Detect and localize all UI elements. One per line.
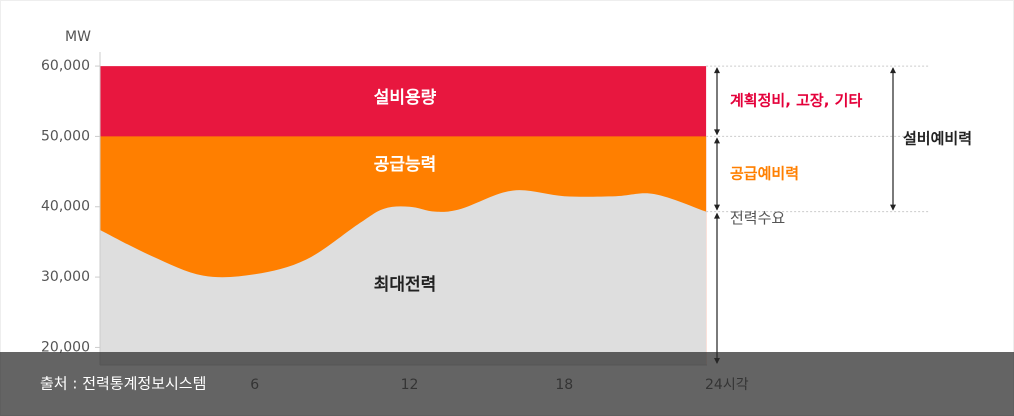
y-unit: MW [65,29,91,45]
caption-bar [0,352,1014,416]
annotation: 계획정비, 고장, 기타 [730,92,862,110]
y-tick-label: 50,000 [41,128,90,144]
arrow-head [890,67,896,74]
annotation: 공급예비력 [730,165,799,183]
region-label: 공급능력 [374,155,437,175]
region-label: 설비용량 [374,88,437,108]
annotation: 설비예비력 [903,129,972,147]
annotation: 전력수요 [730,209,785,227]
arrow-head [714,204,720,211]
caption: 출처 : 전력통계정보시스템 [40,375,206,393]
y-tick-label: 60,000 [41,58,90,74]
region-label: 최대전력 [374,275,437,295]
arrow-head [890,204,896,211]
area [100,190,707,365]
arrow-head [714,212,720,219]
y-tick-label: 40,000 [41,199,90,215]
y-tick-label: 20,000 [41,339,90,355]
arrow-head [714,67,720,74]
arrow-head [714,129,720,136]
y-tick-label: 30,000 [41,269,90,285]
arrow-head [714,137,720,144]
